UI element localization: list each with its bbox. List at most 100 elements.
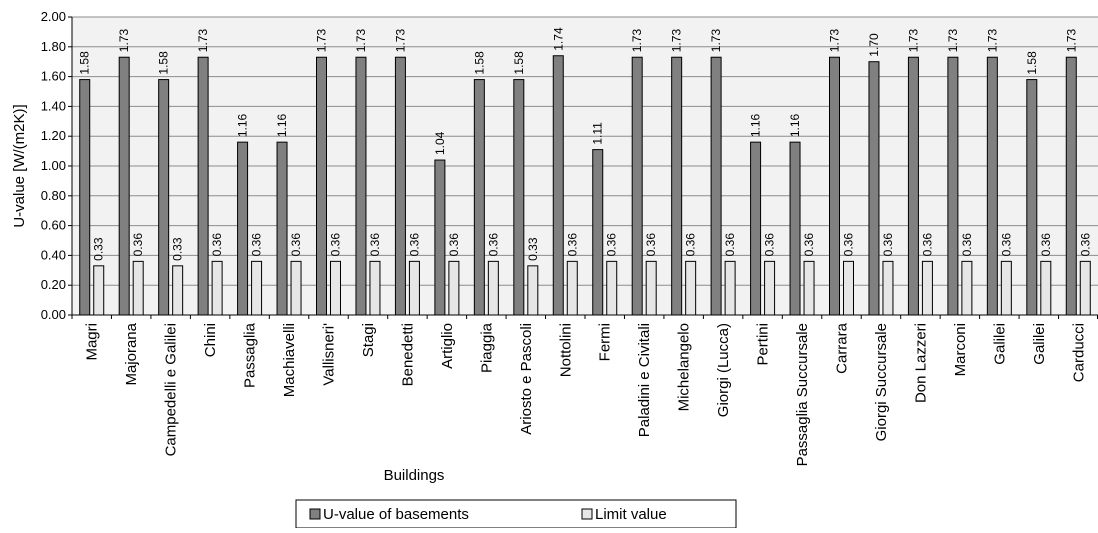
bar-basement-uvalue [158, 79, 170, 316]
data-label-limit: 0.36 [250, 233, 264, 257]
x-category-label: Campedelli e Galilei [163, 323, 180, 456]
bar-limit-value [1000, 260, 1012, 316]
data-label-basement: 1.16 [236, 113, 250, 137]
bar-limit-value [172, 265, 184, 316]
bar-limit-value [882, 260, 894, 316]
bar-limit-value [606, 260, 618, 316]
data-label-limit: 0.36 [131, 233, 145, 257]
bar-limit-value [211, 260, 223, 316]
data-label-basement: 1.04 [433, 131, 447, 155]
bar-limit-value [369, 260, 381, 316]
bar-basement-uvalue [1026, 79, 1038, 316]
x-category-label: Marconi [952, 323, 969, 376]
x-axis-title: Buildings [384, 467, 445, 484]
data-label-basement: 1.73 [670, 29, 684, 53]
data-label-basement: 1.73 [117, 29, 131, 53]
data-label-limit: 0.33 [171, 237, 185, 261]
y-tick-label: 0.80 [41, 188, 66, 203]
data-label-basement: 1.73 [354, 29, 368, 53]
bar-limit-value [527, 265, 539, 316]
data-label-basement: 1.73 [828, 29, 842, 53]
x-category-label: Ariosto e Pascoli [518, 323, 535, 435]
bar-basement-uvalue [907, 56, 919, 316]
bar-limit-value [132, 260, 144, 316]
bar-basement-uvalue [592, 149, 604, 316]
y-tick-label: 1.40 [41, 98, 66, 113]
y-tick-label: 0.40 [41, 247, 66, 262]
legend-label-limit: Limit value [595, 506, 667, 523]
bar-basement-uvalue [118, 56, 130, 316]
data-label-limit: 0.36 [763, 233, 777, 257]
bar-basement-uvalue [513, 79, 525, 316]
data-label-limit: 0.33 [526, 237, 540, 261]
data-label-limit: 0.36 [920, 233, 934, 257]
data-label-limit: 0.36 [368, 233, 382, 257]
bar-basement-uvalue [631, 56, 643, 316]
bar-limit-value [724, 260, 736, 316]
x-category-label: Passaglia [242, 322, 259, 388]
x-category-label: Giorgi (Lucca) [715, 323, 732, 417]
data-label-basement: 1.16 [749, 113, 763, 137]
data-label-limit: 0.36 [842, 233, 856, 257]
bar-limit-value [685, 260, 697, 316]
x-category-label: Majorana [123, 322, 140, 385]
data-label-basement: 1.73 [315, 29, 329, 53]
x-category-label: Passaglia Succursale [794, 323, 811, 466]
x-category-label: Vallisneri' [321, 323, 338, 386]
data-label-limit: 0.36 [447, 233, 461, 257]
bar-basement-uvalue [829, 56, 840, 316]
x-category-label: Stagi [360, 323, 377, 357]
x-category-label: Michelangelo [676, 323, 693, 411]
bar-basement-uvalue [434, 159, 446, 316]
bar-basement-uvalue [197, 56, 209, 316]
data-label-basement: 1.73 [393, 29, 407, 53]
bar-basement-uvalue [710, 56, 722, 316]
data-label-limit: 0.36 [644, 233, 658, 257]
x-category-label: Carducci [1070, 323, 1087, 382]
x-category-label: Galilei [991, 323, 1008, 365]
bar-basement-uvalue [355, 56, 367, 316]
bar-limit-value [448, 260, 460, 316]
data-label-basement: 1.73 [906, 29, 920, 53]
data-label-limit: 0.36 [960, 233, 974, 257]
bar-limit-value [1040, 260, 1052, 316]
data-label-limit: 0.36 [802, 233, 816, 257]
data-label-limit: 0.36 [999, 233, 1013, 257]
data-label-limit: 0.36 [723, 233, 737, 257]
data-label-limit: 0.36 [684, 233, 698, 257]
bar-basement-uvalue [1065, 56, 1077, 316]
y-tick-label: 2.00 [41, 9, 66, 24]
x-category-label: Galilei [1031, 323, 1048, 365]
y-tick-label: 0.60 [41, 218, 66, 233]
data-label-basement: 1.11 [591, 122, 605, 145]
legend: U-value of basements Limit value [295, 499, 737, 529]
x-category-label: Artiglio [439, 323, 456, 369]
bar-basement-uvalue [237, 141, 249, 316]
x-category-label: Fermi [597, 323, 614, 361]
bar-basement-uvalue [276, 141, 288, 316]
x-category-label: Carrara [834, 322, 851, 374]
x-category-label: Nottolini [557, 323, 574, 377]
x-category-label: Paladini e Civitali [636, 323, 653, 437]
x-category-label: Chini [202, 323, 219, 357]
data-label-basement: 1.73 [709, 29, 723, 53]
bar-limit-value [566, 260, 578, 316]
bar-limit-value [843, 260, 854, 316]
x-category-label: Giorgi Succursale [873, 323, 890, 441]
data-label-basement: 1.16 [788, 113, 802, 137]
bar-limit-value [1079, 260, 1091, 316]
x-category-label: Benedetti [399, 323, 416, 386]
data-label-limit: 0.36 [210, 233, 224, 257]
legend-swatch-basements [309, 508, 321, 520]
data-label-basement: 1.73 [630, 29, 644, 53]
bar-limit-value [764, 260, 776, 316]
x-category-label: Pertini [755, 323, 772, 366]
bar-basement-uvalue [868, 61, 880, 316]
bar-basement-uvalue [947, 56, 959, 316]
data-label-basement: 1.16 [275, 113, 289, 137]
bar-limit-value [803, 260, 815, 316]
bar-limit-value [408, 260, 420, 316]
data-label-limit: 0.36 [1078, 233, 1092, 257]
